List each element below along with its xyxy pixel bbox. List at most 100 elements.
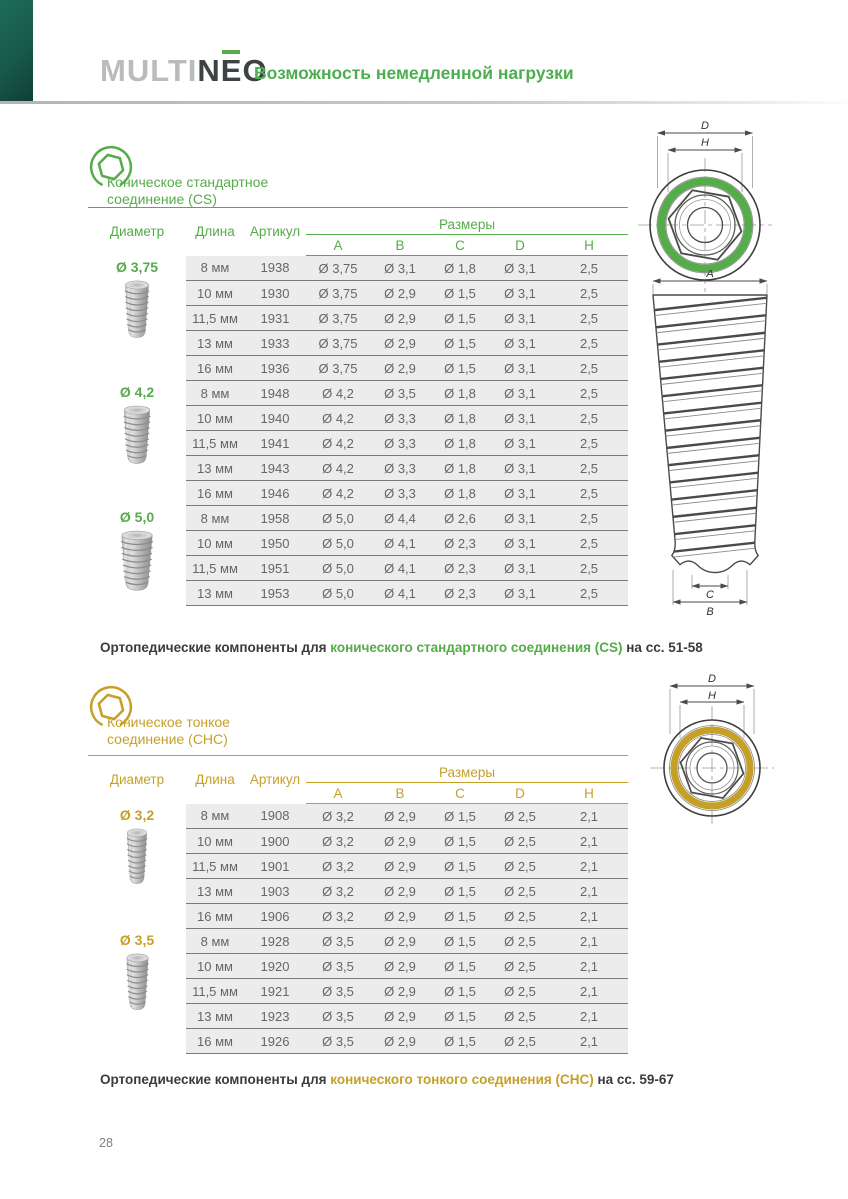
diameter-label: Ø 3,5 — [119, 931, 155, 948]
cell-article: 1901 — [244, 853, 306, 879]
cell-article: 1900 — [244, 828, 306, 854]
table-row: 13 мм 1933 Ø 3,75 Ø 2,9 Ø 1,5 Ø 3,1 2,5 — [88, 330, 629, 356]
cell-a: Ø 3,2 — [306, 828, 370, 854]
cell-h: 2,1 — [550, 903, 629, 929]
cell-b: Ø 4,1 — [370, 555, 430, 581]
table-row: 13 мм 1903 Ø 3,2 Ø 2,9 Ø 1,5 Ø 2,5 2,1 — [88, 878, 629, 904]
cell-h: 2,1 — [550, 1028, 629, 1054]
cell-c: Ø 1,5 — [430, 853, 490, 879]
cell-b: Ø 2,9 — [370, 878, 430, 904]
cell-d: Ø 2,5 — [490, 878, 550, 904]
hexagon-connection-icon — [89, 685, 133, 729]
cell-length: 11,5 мм — [186, 430, 244, 456]
logo-neo: NEO — [197, 50, 268, 88]
cell-c: Ø 1,5 — [430, 878, 490, 904]
implant-image — [120, 951, 155, 1013]
diameter-group-cell: Ø 3,75 — [88, 255, 186, 381]
cell-c: Ø 1,5 — [430, 330, 490, 356]
size-col-header: H — [550, 782, 629, 804]
table-row: 10 мм 1930 Ø 3,75 Ø 2,9 Ø 1,5 Ø 3,1 2,5 — [88, 280, 629, 306]
logo-multi: MULTI — [100, 53, 198, 88]
cell-length: 8 мм — [186, 380, 244, 406]
cell-c: Ø 1,8 — [430, 430, 490, 456]
cell-length: 8 мм — [186, 505, 244, 531]
diameter-group-cell: Ø 4,2 — [88, 380, 186, 506]
cell-c: Ø 1,5 — [430, 978, 490, 1004]
table-header-row: Диаметр Длина Артикул Размеры — [88, 755, 629, 787]
col-header-diameter: Диаметр — [109, 772, 165, 788]
orthopedic-components-note-cs: Ортопедические компоненты для коническог… — [100, 640, 703, 655]
cell-length: 10 мм — [186, 530, 244, 556]
cell-d: Ø 3,1 — [490, 280, 550, 306]
cell-a: Ø 3,5 — [306, 953, 370, 979]
size-col-header: D — [490, 782, 550, 804]
cell-d: Ø 3,1 — [490, 480, 550, 506]
size-col-header: D — [490, 234, 550, 256]
cell-a: Ø 3,75 — [306, 280, 370, 306]
cell-b: Ø 2,9 — [370, 853, 430, 879]
cell-d: Ø 3,1 — [490, 255, 550, 281]
header-divider — [0, 101, 848, 104]
cell-d: Ø 2,5 — [490, 953, 550, 979]
cell-b: Ø 2,9 — [370, 803, 430, 829]
cell-a: Ø 3,75 — [306, 305, 370, 331]
cell-length: 13 мм — [186, 878, 244, 904]
cell-a: Ø 3,2 — [306, 853, 370, 879]
cell-d: Ø 3,1 — [490, 305, 550, 331]
cell-article: 1906 — [244, 903, 306, 929]
cell-h: 2,5 — [550, 455, 629, 481]
cell-d: Ø 2,5 — [490, 928, 550, 954]
col-header-sizes: Размеры — [306, 207, 629, 235]
cell-h: 2,5 — [550, 555, 629, 581]
table-row: 16 мм 1906 Ø 3,2 Ø 2,9 Ø 1,5 Ø 2,5 2,1 — [88, 903, 629, 929]
cell-b: Ø 2,9 — [370, 330, 430, 356]
cell-length: 8 мм — [186, 928, 244, 954]
col-header-length: Длина — [195, 772, 235, 788]
cell-b: Ø 2,9 — [370, 928, 430, 954]
hexagon-connection-icon — [89, 145, 133, 189]
cell-h: 2,5 — [550, 430, 629, 456]
table-row: Ø 3,5 8 мм 1928 Ø 3,5 Ø 2,9 Ø 1,5 Ø 2,5 2,1 — [88, 928, 629, 1054]
cell-b: Ø 4,1 — [370, 580, 430, 606]
table-row: 11,5 мм 1901 Ø 3,2 Ø 2,9 Ø 1,5 Ø 2,5 2,1 — [88, 853, 629, 879]
table-row: 16 мм 1936 Ø 3,75 Ø 2,9 Ø 1,5 Ø 3,1 2,5 — [88, 355, 629, 381]
cell-article: 1958 — [244, 505, 306, 531]
cell-length: 13 мм — [186, 1003, 244, 1029]
cell-c: Ø 1,8 — [430, 405, 490, 431]
cell-d: Ø 3,1 — [490, 580, 550, 606]
cell-a: Ø 4,2 — [306, 480, 370, 506]
corner-accent-block — [0, 0, 33, 101]
cell-a: Ø 3,5 — [306, 1003, 370, 1029]
table-row: 13 мм 1923 Ø 3,5 Ø 2,9 Ø 1,5 Ø 2,5 2,1 — [88, 1003, 629, 1029]
note-highlight: конического тонкого соединения (СНС) — [330, 1072, 594, 1087]
cell-d: Ø 3,1 — [490, 555, 550, 581]
cell-h: 2,1 — [550, 1003, 629, 1029]
cell-b: Ø 2,9 — [370, 978, 430, 1004]
implant-image — [118, 278, 156, 341]
cell-b: Ø 3,3 — [370, 405, 430, 431]
table-row: Ø 4,2 8 мм 1948 Ø 4,2 Ø 3,5 Ø 1,8 Ø 3,1 2,5 — [88, 380, 629, 506]
size-col-header: C — [430, 782, 490, 804]
cell-c: Ø 2,3 — [430, 580, 490, 606]
cell-length: 10 мм — [186, 405, 244, 431]
section-title: Коническое стандартное соединение (CS) — [107, 174, 269, 207]
cell-d: Ø 2,5 — [490, 903, 550, 929]
cell-length: 13 мм — [186, 580, 244, 606]
cell-length: 10 мм — [186, 280, 244, 306]
cell-article: 1921 — [244, 978, 306, 1004]
page-tagline: Возможность немедленной нагрузки — [254, 63, 574, 83]
cell-b: Ø 2,9 — [370, 305, 430, 331]
diameter-label: Ø 3,75 — [115, 258, 159, 275]
svg-text:B: B — [706, 606, 713, 618]
cell-article: 1950 — [244, 530, 306, 556]
cell-h: 2,5 — [550, 255, 629, 281]
implant-image — [121, 826, 153, 887]
col-header-diameter: Диаметр — [109, 224, 165, 240]
cell-d: Ø 3,1 — [490, 355, 550, 381]
cell-c: Ø 1,5 — [430, 305, 490, 331]
table-row: 16 мм 1946 Ø 4,2 Ø 3,3 Ø 1,8 Ø 3,1 2,5 — [88, 480, 629, 506]
